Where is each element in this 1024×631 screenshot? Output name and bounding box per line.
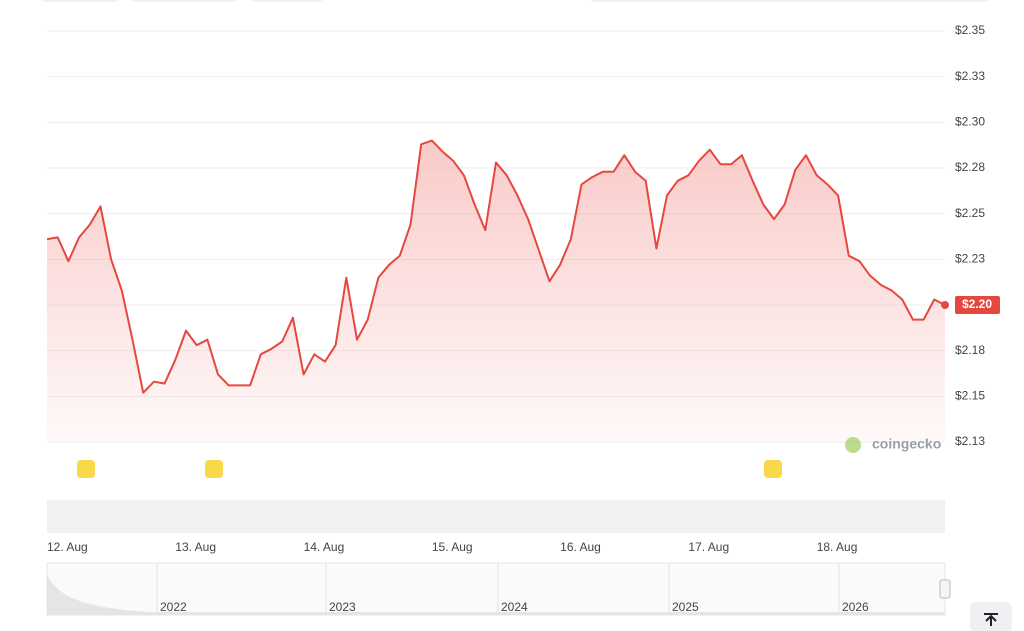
navigator-label: 2023	[329, 600, 356, 614]
last-price-tag	[955, 296, 1000, 314]
x-tick-label: 16. Aug	[560, 540, 601, 554]
event-marker[interactable]	[77, 460, 95, 478]
x-tick-label: 17. Aug	[688, 540, 729, 554]
y-tick-label: $2.23	[955, 252, 985, 266]
event-marker[interactable]	[764, 460, 782, 478]
x-tick-label: 12. Aug	[47, 540, 88, 554]
y-tick-label: $2.28	[955, 160, 985, 174]
last-price-dot	[941, 301, 949, 309]
navigator-label: 2025	[672, 600, 699, 614]
x-tick-label: 13. Aug	[175, 540, 216, 554]
price-line	[46, 139, 946, 394]
y-tick-label: $2.15	[955, 389, 985, 403]
navigator-frame[interactable]	[46, 562, 946, 616]
navigator-handle[interactable]	[939, 579, 951, 599]
x-tick-label: 15. Aug	[432, 540, 473, 554]
tab-button[interactable]	[130, 0, 238, 2]
tab-button[interactable]	[40, 0, 120, 2]
x-tick-label: 14. Aug	[304, 540, 345, 554]
event-markers	[77, 460, 782, 478]
watermark-logo	[845, 437, 861, 453]
navigator-label: 2024	[501, 600, 528, 614]
area	[47, 140, 945, 442]
y-tick-label: $2.30	[955, 115, 985, 129]
tab-button[interactable]	[250, 0, 324, 2]
navigator-label: 2026	[842, 600, 869, 614]
y-tick-label: $2.35	[955, 23, 985, 37]
watermark: coingecko	[872, 436, 941, 452]
x-tick-label: 18. Aug	[817, 540, 858, 554]
event-marker[interactable]	[205, 460, 223, 478]
last-price-label: $2.20	[962, 297, 992, 311]
navigator-label: 2022	[160, 600, 187, 614]
y-tick-label: $2.13	[955, 434, 985, 448]
tab-button[interactable]	[590, 0, 990, 2]
y-tick-label: $2.25	[955, 206, 985, 220]
volume-band	[47, 500, 945, 533]
y-tick-label: $2.33	[955, 69, 985, 83]
plot: $2.20	[46, 139, 1000, 442]
navigator: 2022 2023 2024 2025 2026	[46, 562, 951, 616]
y-tick-label: $2.18	[955, 343, 985, 357]
scroll-top-icon	[984, 613, 998, 626]
volume	[47, 500, 945, 533]
